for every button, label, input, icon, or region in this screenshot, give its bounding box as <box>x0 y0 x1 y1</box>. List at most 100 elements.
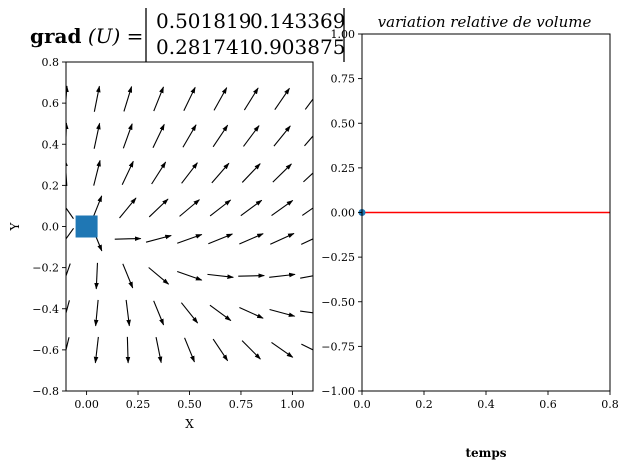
left-title: grad (U) = 0.501819 0.143369 0.281741 0.… <box>30 8 345 62</box>
matrix-a11: 0.501819 <box>156 9 251 33</box>
quiver-x-tick-label: 0.00 <box>74 398 99 411</box>
quiver-arrow <box>270 232 295 245</box>
volume-x-ticks: 0.0 0.2 0.4 0.6 0.8 <box>353 391 619 411</box>
svg-text:grad (U) =: grad (U) = <box>30 24 143 48</box>
quiver-arrow <box>273 125 291 147</box>
quiver-arrow <box>240 199 263 217</box>
quiver-arrow <box>300 238 313 245</box>
quiver-square-marker <box>75 215 98 238</box>
quiver-y-ticks: −0.8 −0.6 −0.4 −0.2 0.0 0.2 0.4 0.6 0.8 <box>32 56 66 398</box>
quiver-arrow <box>93 122 101 149</box>
quiver-arrow <box>212 338 229 362</box>
quiver-arrow <box>66 85 69 107</box>
matrix-a21: 0.281741 <box>156 35 251 59</box>
quiver-y-tick-label: 0.6 <box>42 97 60 110</box>
quiver-arrow <box>122 263 134 289</box>
quiver-arrow <box>241 340 261 360</box>
quiver-arrow <box>93 336 99 364</box>
volume-x-tick-label: 0.0 <box>353 398 371 411</box>
volume-series <box>358 209 610 216</box>
quiver-arrow <box>66 207 74 219</box>
quiver-arrow <box>153 86 164 112</box>
volume-axes: variation relative de volume 0.0 0.2 0.4 0.… <box>321 13 618 460</box>
quiver-arrow <box>213 87 228 111</box>
quiver-arrow <box>151 161 167 185</box>
quiver-x-tick-label: 0.25 <box>126 398 151 411</box>
volume-y-tick-label: 0.25 <box>331 162 356 175</box>
quiver-y-tick-label: 0.2 <box>42 179 60 192</box>
quiver-arrow <box>184 337 195 363</box>
volume-x-tick-label: 0.2 <box>415 398 433 411</box>
volume-y-tick-label: −0.75 <box>321 340 355 353</box>
volume-y-ticks: −1.00 −0.75 −0.50 −0.25 0.00 0.25 0.50 0.75 1.00 <box>321 28 362 398</box>
volume-x-tick-label: 0.4 <box>477 398 495 411</box>
quiver-arrow <box>125 336 131 364</box>
matrix-a12: 0.143369 <box>250 9 345 33</box>
volume-y-tick-label: 0.00 <box>331 207 356 220</box>
quiver-y-tick-label: 0.4 <box>42 138 60 151</box>
quiver-arrow <box>66 300 70 327</box>
quiver-arrow <box>238 273 265 278</box>
quiver-arrow <box>183 86 196 111</box>
quiver-arrow <box>93 159 101 186</box>
quiver-arrow <box>239 307 264 319</box>
quiver-arrow <box>212 124 229 148</box>
quiver-arrow <box>241 163 261 183</box>
quiver-x-label: X <box>185 417 194 431</box>
quiver-y-label: Y <box>8 221 22 231</box>
quiver-arrow <box>177 271 203 281</box>
quiver-y-tick-label: −0.2 <box>32 262 59 275</box>
volume-x-tick-label: 0.6 <box>539 398 557 411</box>
quiver-arrow <box>177 233 203 244</box>
quiver-arrow <box>148 198 169 218</box>
matrix-a22: 0.903875 <box>250 35 345 59</box>
volume-y-tick-label: 0.50 <box>331 117 356 130</box>
quiver-arrow <box>272 163 292 183</box>
quiver-y-tick-label: −0.6 <box>32 344 59 357</box>
quiver-x-ticks: 0.00 0.25 0.50 0.75 1.00 <box>74 391 305 411</box>
quiver-arrow <box>148 267 170 285</box>
grad-rest-label: (U) = <box>88 24 144 48</box>
quiver-arrow <box>155 337 163 364</box>
quiver-arrow <box>207 273 234 279</box>
quiver-arrow <box>211 162 230 184</box>
quiver-y-tick-label: −0.4 <box>32 303 59 316</box>
quiver-arrow <box>123 85 133 112</box>
quiver-x-tick-label: 0.75 <box>229 398 254 411</box>
quiver-arrow <box>93 299 99 327</box>
quiver-arrow <box>301 207 313 216</box>
quiver-arrow <box>303 172 313 183</box>
quiver-arrow <box>209 304 232 322</box>
quiver-arrow <box>122 123 133 149</box>
volume-y-tick-label: −1.00 <box>321 385 355 398</box>
quiver-arrow <box>66 263 71 278</box>
quiver-arrow <box>301 343 313 351</box>
quiver-arrow <box>271 341 294 358</box>
volume-x-label: temps <box>465 446 506 460</box>
volume-y-tick-label: −0.25 <box>321 251 355 264</box>
quiver-arrow <box>93 85 101 112</box>
quiver-arrow <box>180 302 199 324</box>
volume-x-tick-label: 0.8 <box>601 398 619 411</box>
quiver-arrow <box>66 337 70 364</box>
quiver-y-tick-label: −0.8 <box>32 385 59 398</box>
quiver-arrow <box>243 125 260 147</box>
quiver-arrow <box>179 199 200 217</box>
quiver-arrow <box>145 234 172 243</box>
quiver-arrow <box>304 98 313 110</box>
quiver-arrow <box>114 236 142 241</box>
volume-y-tick-label: 0.75 <box>331 73 356 86</box>
quiver-x-tick-label: 0.50 <box>177 398 202 411</box>
quiver-arrow <box>152 123 165 148</box>
quiver-axes: 0.00 0.25 0.50 0.75 1.00 −0.8 −0.6 −0.4 −0.2 0.0… <box>8 56 314 431</box>
quiver-arrow <box>274 87 290 111</box>
quiver-x-tick-label: 1.00 <box>280 398 305 411</box>
quiver-y-tick-label: 0.8 <box>42 56 60 69</box>
volume-title: variation relative de volume <box>378 13 592 31</box>
quiver-arrow <box>121 160 134 186</box>
quiver-arrow <box>300 275 313 279</box>
quiver-arrow <box>125 299 131 327</box>
quiver-arrow <box>304 135 313 147</box>
quiver-arrows <box>66 85 313 364</box>
